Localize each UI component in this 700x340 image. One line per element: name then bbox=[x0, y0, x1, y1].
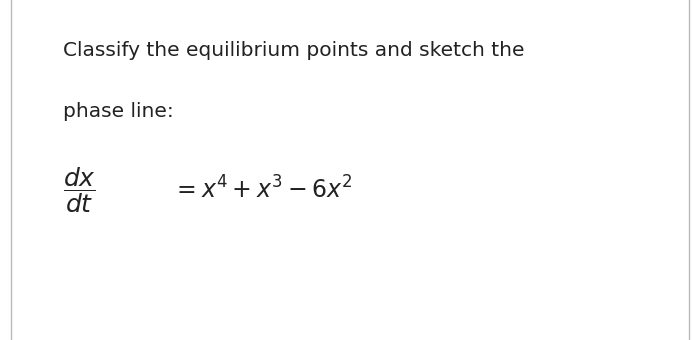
Text: $= x^4 + x^3 - 6x^2$: $= x^4 + x^3 - 6x^2$ bbox=[172, 177, 352, 204]
Text: phase line:: phase line: bbox=[63, 102, 174, 121]
Text: $\dfrac{dx}{dt}$: $\dfrac{dx}{dt}$ bbox=[63, 166, 96, 215]
Text: Classify the equilibrium points and sketch the: Classify the equilibrium points and sket… bbox=[63, 41, 524, 60]
